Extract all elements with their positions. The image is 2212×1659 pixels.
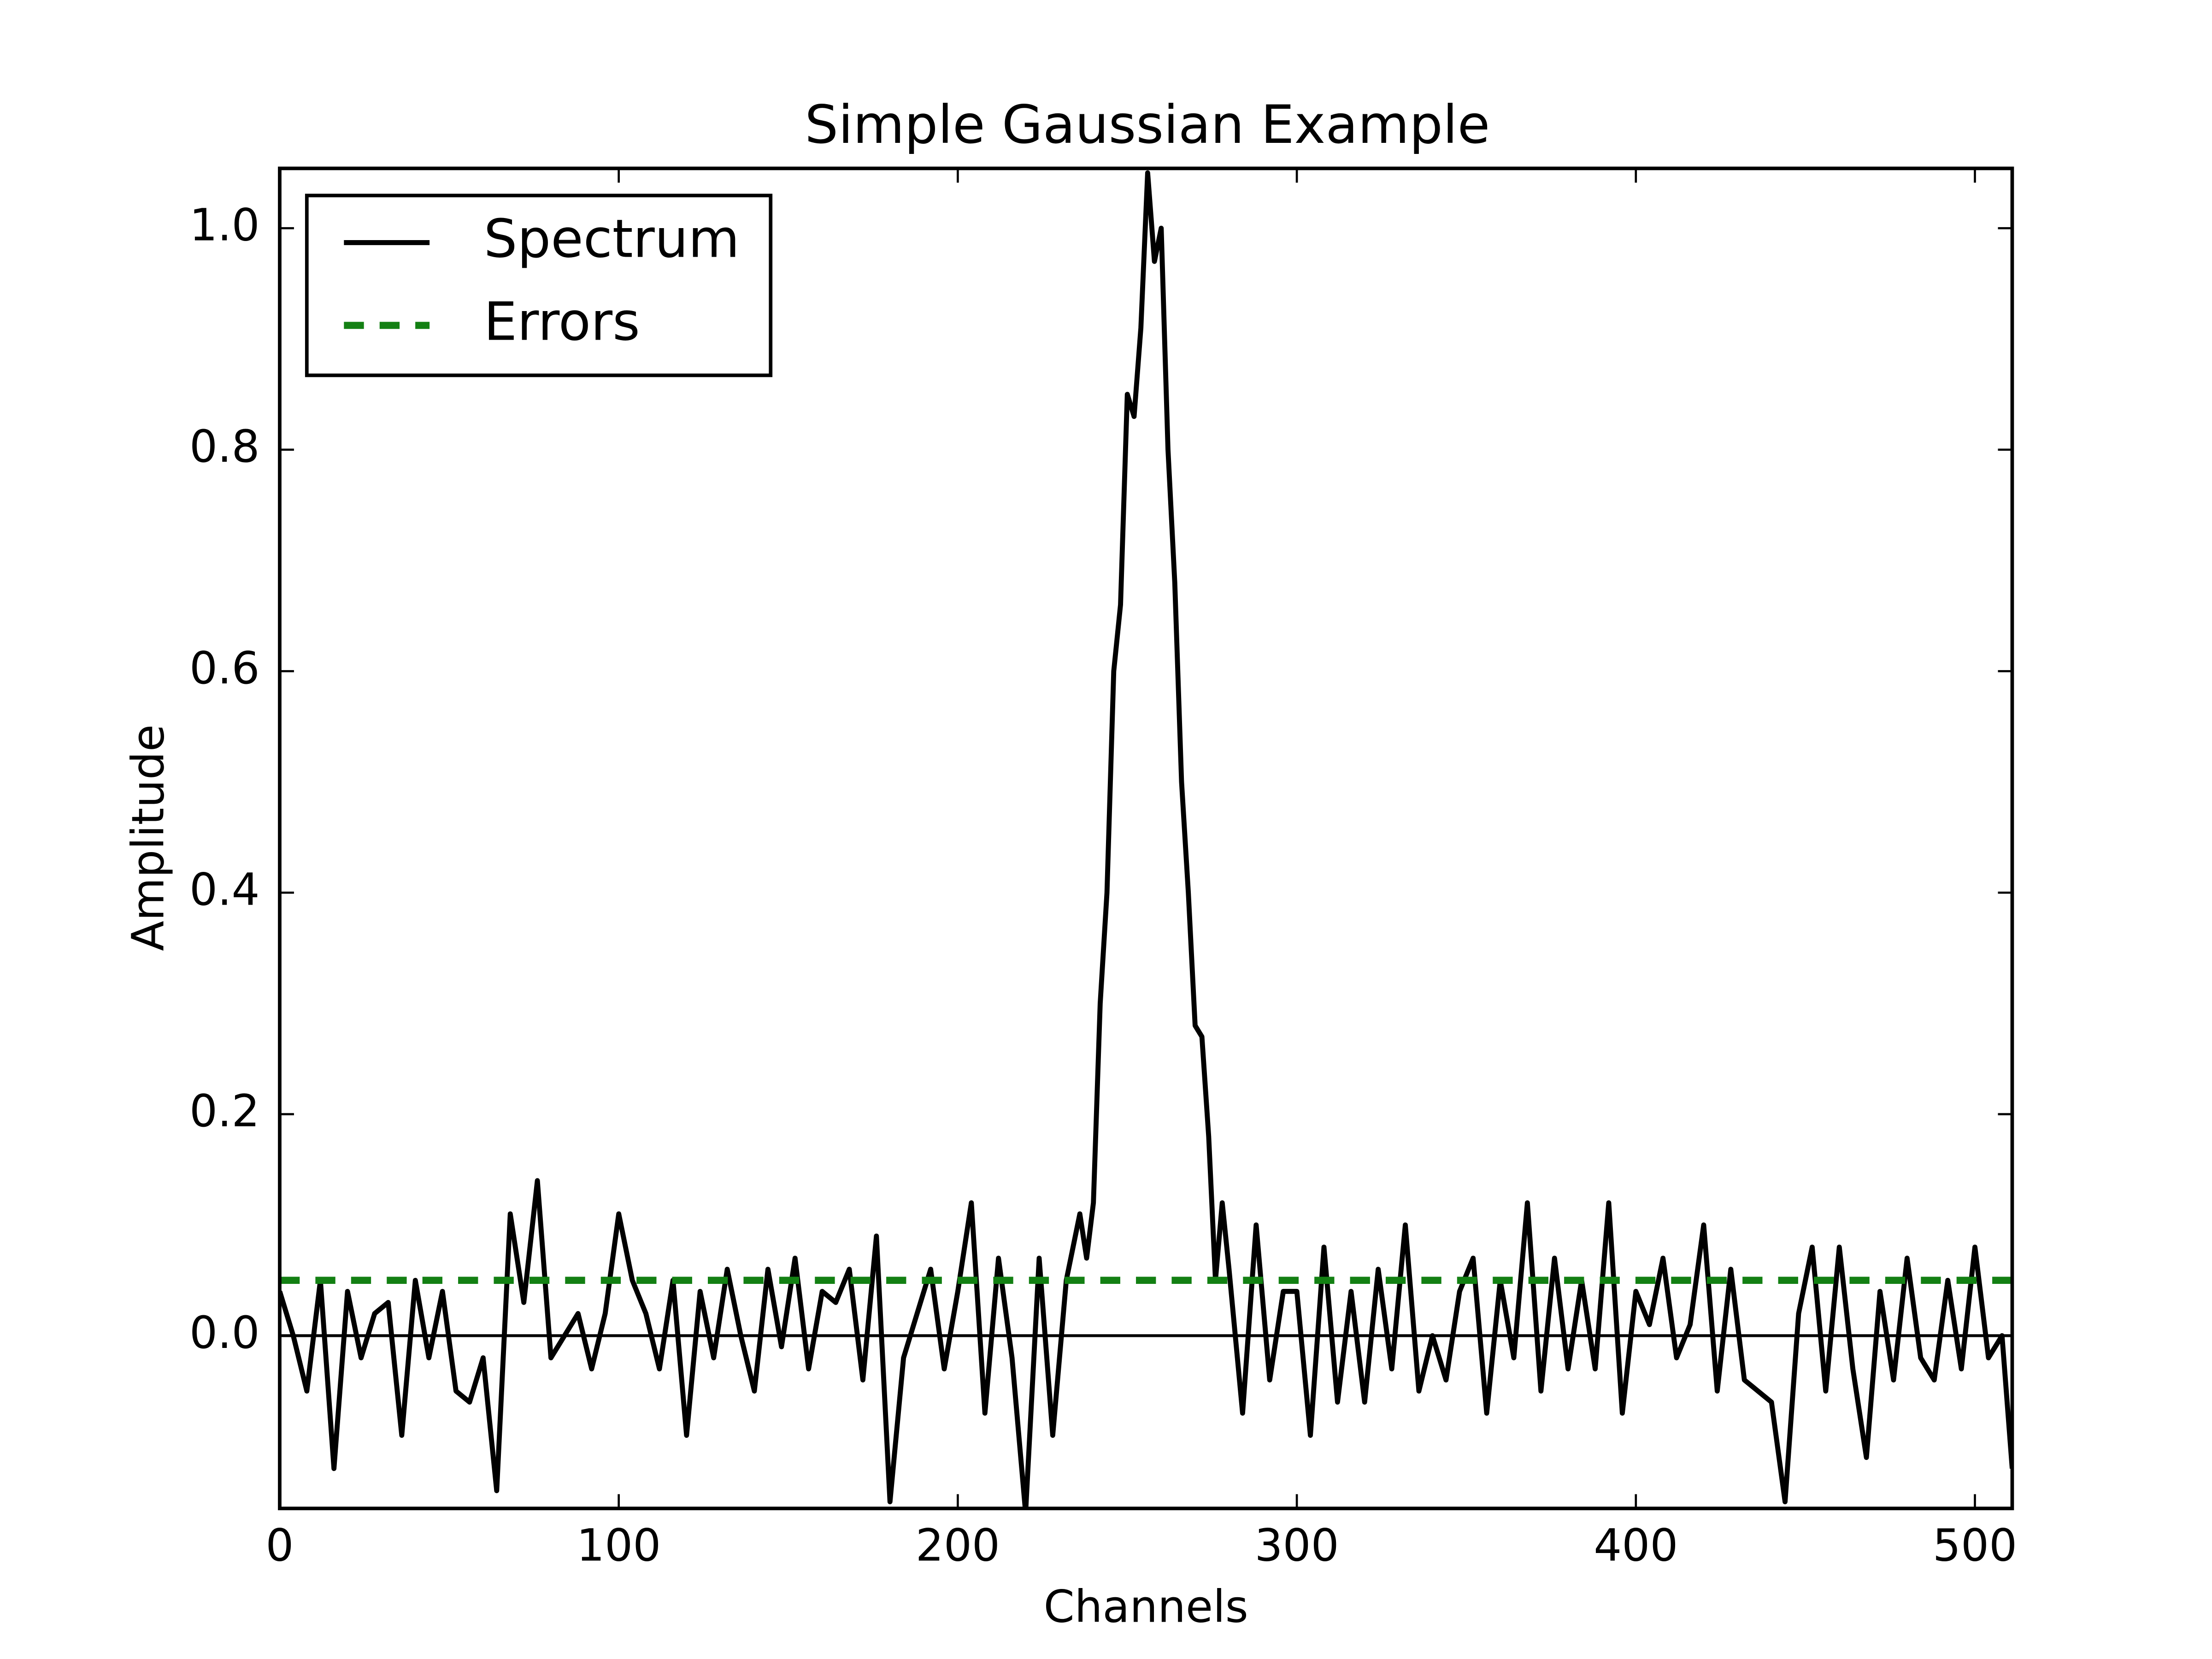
x-axis-label: Channels xyxy=(1044,1581,1248,1633)
y-axis-label: Amplitude xyxy=(123,724,174,951)
y-tick-label: 0.2 xyxy=(189,1085,260,1137)
x-tick-label: 100 xyxy=(577,1519,661,1571)
x-tick-label: 0 xyxy=(265,1519,294,1571)
x-tick-label: 400 xyxy=(1594,1519,1678,1571)
x-tick-label: 300 xyxy=(1254,1519,1339,1571)
y-tick-label: 1.0 xyxy=(189,200,260,251)
series-line xyxy=(279,170,2012,1509)
y-tick-label: 0.8 xyxy=(189,421,260,472)
y-tick-label: 0.6 xyxy=(189,642,260,694)
x-tick-label: 200 xyxy=(916,1519,1000,1571)
x-tick-label: 500 xyxy=(1933,1519,2017,1571)
legend-label: Spectrum xyxy=(484,209,740,270)
plot-frame xyxy=(278,166,2014,1511)
y-tick-label: 0.4 xyxy=(189,864,260,915)
legend-label: Errors xyxy=(484,291,640,353)
y-tick-label: 0.0 xyxy=(189,1307,260,1359)
chart-title: Simple Gaussian Example xyxy=(805,94,1490,156)
legend: Spectrum Errors xyxy=(305,194,773,377)
legend-box xyxy=(305,194,773,377)
